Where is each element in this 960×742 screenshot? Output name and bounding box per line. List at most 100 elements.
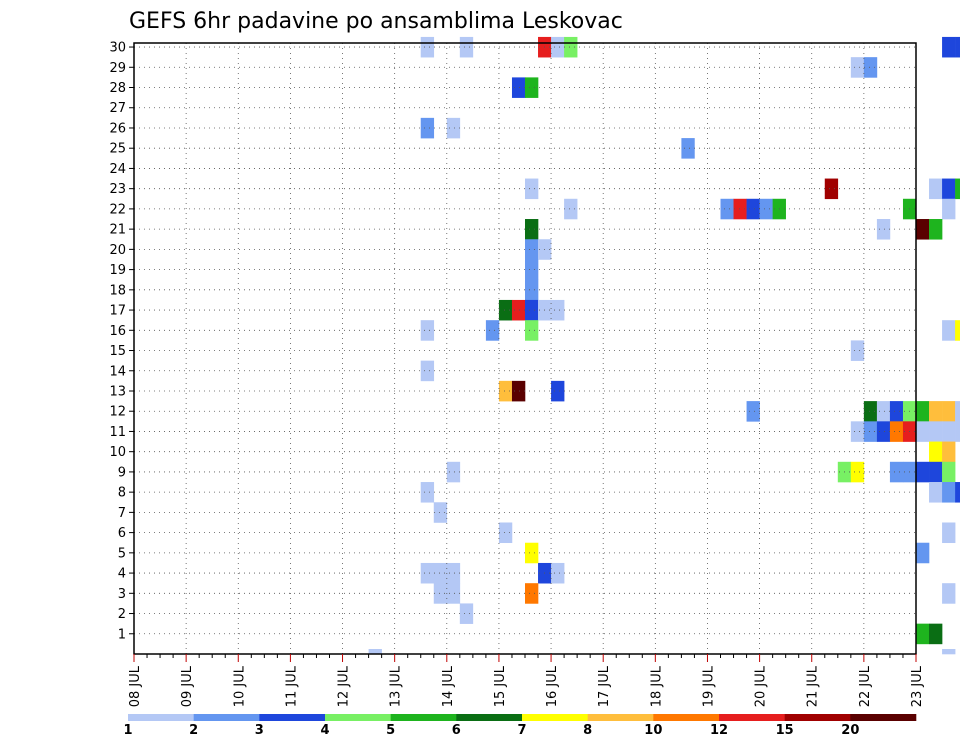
y-tick-label: 4 — [118, 567, 126, 582]
precip-cell — [916, 421, 930, 442]
precip-cell — [525, 219, 539, 240]
precip-cell — [876, 421, 891, 442]
x-tick-label: 23 JUL — [910, 665, 925, 707]
x-tick-label: 15 JUL — [493, 665, 508, 707]
precip-cell — [863, 421, 878, 442]
precip-cell — [498, 380, 513, 402]
y-tick-label: 27 — [109, 101, 126, 116]
precip-cell — [525, 239, 539, 260]
precip-cell — [759, 198, 773, 220]
colorbar-swatch — [850, 714, 917, 721]
y-tick-label: 5 — [118, 546, 126, 561]
precip-cell — [420, 117, 435, 139]
x-tick-label: 14 JUL — [441, 665, 456, 707]
x-tick-label: 13 JUL — [389, 665, 404, 707]
x-tick-label: 18 JUL — [649, 665, 664, 707]
y-tick-label: 22 — [109, 202, 126, 217]
precip-cell — [916, 623, 930, 645]
precip-cell — [942, 178, 956, 200]
colorbar-label: 20 — [841, 723, 859, 738]
colorbar-label: 10 — [644, 723, 662, 738]
precip-cell — [942, 482, 956, 503]
precip-cell — [446, 583, 461, 604]
precip-cell — [525, 178, 539, 200]
precip-cell — [955, 320, 960, 341]
colorbar-swatch — [719, 714, 785, 721]
precip-cell — [942, 320, 956, 341]
x-tick-label: 21 JUL — [806, 665, 821, 707]
x-tick-label: 11 JUL — [284, 665, 299, 707]
y-tick-label: 25 — [109, 142, 126, 157]
x-tick-label: 22 JUL — [858, 665, 873, 707]
y-tick-label: 14 — [109, 364, 126, 379]
precip-cell — [511, 380, 526, 402]
y-tick-label: 21 — [109, 223, 126, 238]
precip-cell — [433, 562, 448, 584]
colorbar-swatch — [128, 714, 194, 721]
precip-cell — [876, 401, 891, 422]
colorbar-label: 1 — [123, 723, 132, 738]
precip-cell — [420, 320, 435, 341]
precip-cell — [850, 57, 865, 78]
y-tick-label: 15 — [109, 344, 126, 359]
precip-cell — [916, 219, 930, 240]
precip-cell — [433, 583, 448, 604]
y-tick-label: 12 — [109, 405, 126, 420]
precip-cell — [446, 117, 461, 139]
precip-cell — [420, 360, 435, 382]
precip-cell — [746, 401, 760, 422]
precip-cell — [850, 421, 865, 442]
colorbar-swatch — [259, 714, 326, 721]
y-tick-label: 6 — [118, 526, 126, 541]
y-tick-label: 28 — [109, 81, 126, 96]
precip-cell — [929, 178, 943, 200]
precip-cell — [942, 36, 956, 58]
precip-cell — [420, 482, 435, 503]
x-tick-label: 09 JUL — [180, 665, 195, 707]
precip-cell — [551, 380, 565, 402]
x-tick-label: 19 JUL — [701, 665, 716, 707]
precip-cell — [446, 562, 461, 584]
precip-cell — [955, 482, 960, 503]
precip-cell — [551, 562, 565, 584]
colorbar-label: 6 — [452, 723, 461, 738]
colorbar-label: 15 — [776, 723, 794, 738]
colorbar-label: 3 — [255, 723, 264, 738]
colorbar-label: 5 — [386, 723, 395, 738]
precip-cell — [889, 461, 904, 483]
precip-cell — [929, 421, 943, 442]
precip-cell — [498, 299, 513, 321]
precip-cell — [955, 401, 960, 422]
y-tick-label: 10 — [109, 445, 126, 460]
precip-cell — [929, 482, 943, 503]
precip-cell — [942, 522, 956, 544]
y-tick-label: 2 — [118, 607, 126, 622]
colorbar-swatch — [653, 714, 720, 721]
precip-cell — [511, 77, 526, 98]
precip-cell — [525, 259, 539, 281]
precip-cell — [498, 522, 513, 544]
precip-cell — [876, 219, 891, 240]
precip-cell — [525, 299, 539, 321]
x-tick-label: 17 JUL — [597, 665, 612, 707]
precip-cell — [511, 299, 526, 321]
colorbar-swatch — [522, 714, 588, 721]
colorbar-swatch — [193, 714, 260, 721]
precip-cell — [942, 583, 956, 604]
precip-cell — [942, 421, 956, 442]
colorbar-label: 2 — [189, 723, 198, 738]
precip-cell — [733, 198, 747, 220]
axes-layer: 1234567891011121314151617181920212223242… — [109, 41, 925, 708]
grid-layer — [134, 43, 916, 654]
precip-cell — [916, 401, 930, 422]
precip-cell — [929, 219, 943, 240]
precip-cell — [525, 583, 539, 604]
colorbar: 1 2 3 4 5 6 7 8 10 12 15 20 — [123, 714, 917, 738]
y-tick-label: 26 — [109, 121, 126, 136]
y-tick-label: 13 — [109, 384, 126, 399]
precip-cell — [525, 77, 539, 98]
precip-cell — [929, 441, 943, 463]
precip-cell — [420, 562, 435, 584]
chart-title: GEFS 6hr padavine po ansamblima Leskovac — [129, 9, 623, 34]
